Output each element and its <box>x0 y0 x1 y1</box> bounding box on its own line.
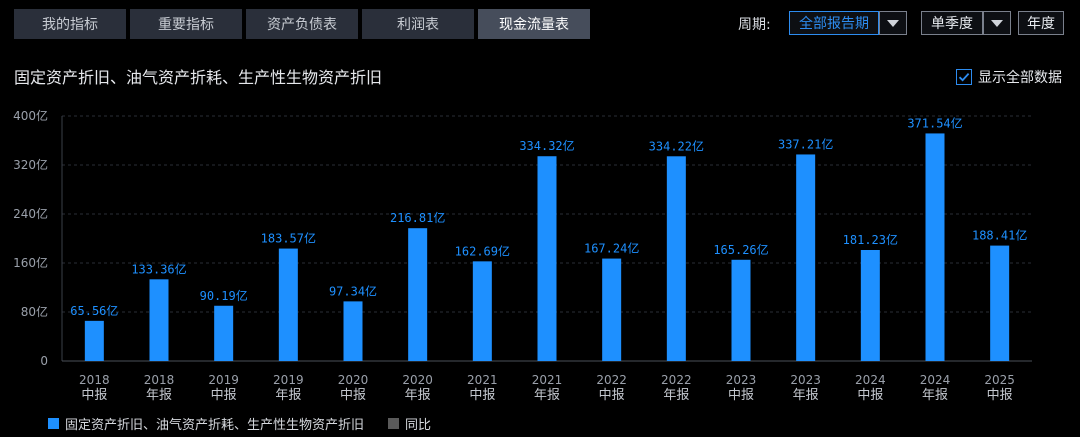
data-label: 183.57亿 <box>261 231 316 246</box>
y-tick-label: 320亿 <box>13 157 48 172</box>
y-tick-label: 80亿 <box>21 304 48 319</box>
x-tick-period: 年报 <box>405 388 431 403</box>
report-period-dropdown-button[interactable] <box>879 11 907 35</box>
x-tick-year: 2023 <box>790 373 821 387</box>
tab-1[interactable]: 重要指标 <box>130 9 242 39</box>
x-tick-period: 中报 <box>81 388 107 403</box>
y-tick-label: 0 <box>40 354 48 368</box>
x-tick-period: 年报 <box>793 388 819 403</box>
bar <box>343 301 363 361</box>
bar <box>602 258 622 361</box>
report-tabs: 我的指标 重要指标 资产负债表 利润表 现金流量表 <box>14 9 590 39</box>
bar <box>214 305 234 361</box>
legend-label: 同比 <box>405 418 432 433</box>
x-tick-period: 年报 <box>146 388 172 403</box>
bar <box>860 249 880 361</box>
x-tick-year: 2022 <box>661 373 692 387</box>
legend-swatch <box>388 418 400 429</box>
legend-item-0[interactable]: 固定资产折旧、油气资产折耗、生产性生物资产折旧 <box>48 414 364 433</box>
legend: 固定资产折旧、油气资产折耗、生产性生物资产折旧 同比 <box>48 414 455 433</box>
quarter-button[interactable]: 单季度 <box>921 11 983 35</box>
data-label: 165.26亿 <box>713 242 768 257</box>
tab-2[interactable]: 资产负债表 <box>246 9 358 39</box>
x-tick-period: 年报 <box>275 388 301 403</box>
data-label: 371.54亿 <box>907 115 962 130</box>
show-all-label: 显示全部数据 <box>978 70 1062 86</box>
y-tick-label: 160亿 <box>13 255 48 270</box>
x-tick-period: 中报 <box>728 388 754 403</box>
show-all-data-toggle[interactable]: 显示全部数据 <box>956 67 1062 87</box>
tab-3[interactable]: 利润表 <box>362 9 474 39</box>
x-tick-year: 2025 <box>984 373 1015 387</box>
x-tick-year: 2019 <box>208 373 239 387</box>
legend-swatch <box>48 418 59 429</box>
data-label: 181.23亿 <box>843 232 898 247</box>
x-tick-year: 2024 <box>855 373 886 387</box>
chevron-down-icon <box>887 19 899 27</box>
data-label: 162.69亿 <box>455 243 510 258</box>
bar <box>537 156 557 361</box>
x-tick-period: 年报 <box>534 388 560 403</box>
x-tick-period: 中报 <box>599 388 625 403</box>
x-tick-year: 2020 <box>402 373 433 387</box>
x-tick-year: 2021 <box>532 373 563 387</box>
year-button[interactable]: 年度 <box>1018 11 1064 35</box>
report-period-select[interactable]: 全部报告期 <box>789 11 879 35</box>
data-label: 167.24亿 <box>584 241 639 256</box>
show-all-checkbox[interactable] <box>956 69 972 85</box>
x-tick-period: 中报 <box>857 388 883 403</box>
bar <box>990 245 1010 361</box>
bar <box>925 133 945 361</box>
bar <box>796 154 816 361</box>
x-tick-year: 2018 <box>144 373 175 387</box>
data-label: 337.21亿 <box>778 136 833 151</box>
period-label: 周期: <box>738 17 771 33</box>
legend-item-1[interactable]: 同比 <box>388 414 431 433</box>
legend-label: 固定资产折旧、油气资产折耗、生产性生物资产折旧 <box>65 418 365 433</box>
x-tick-year: 2024 <box>920 373 951 387</box>
data-label: 97.34亿 <box>329 283 377 298</box>
bar <box>278 248 298 361</box>
x-tick-year: 2019 <box>273 373 304 387</box>
data-label: 90.19亿 <box>200 288 248 303</box>
chart-title: 固定资产折旧、油气资产折耗、生产性生物资产折旧 <box>14 68 383 87</box>
bar <box>84 320 104 361</box>
x-tick-year: 2022 <box>596 373 627 387</box>
y-tick-label: 400亿 <box>13 108 48 123</box>
data-label: 334.32亿 <box>519 138 574 153</box>
y-tick-label: 240亿 <box>13 206 48 221</box>
tab-0[interactable]: 我的指标 <box>14 9 126 39</box>
x-tick-period: 年报 <box>922 388 948 403</box>
data-label: 133.36亿 <box>131 261 186 276</box>
x-tick-year: 2021 <box>467 373 498 387</box>
bar <box>149 279 169 361</box>
x-tick-period: 年报 <box>663 388 689 403</box>
chevron-down-icon <box>991 19 1003 27</box>
data-label: 216.81亿 <box>390 210 445 225</box>
bar <box>408 228 428 361</box>
x-tick-year: 2018 <box>79 373 110 387</box>
bar <box>731 259 751 361</box>
data-label: 188.41亿 <box>972 228 1027 243</box>
x-tick-year: 2023 <box>726 373 757 387</box>
data-label: 65.56亿 <box>70 303 118 318</box>
tab-4[interactable]: 现金流量表 <box>478 9 590 39</box>
bar <box>666 156 686 361</box>
quarter-dropdown-button[interactable] <box>983 11 1011 35</box>
x-tick-period: 中报 <box>340 388 366 403</box>
x-tick-period: 中报 <box>211 388 237 403</box>
data-label: 334.22亿 <box>649 138 704 153</box>
x-tick-year: 2020 <box>338 373 369 387</box>
check-icon <box>958 72 970 82</box>
x-tick-period: 中报 <box>987 388 1013 403</box>
x-tick-period: 中报 <box>469 388 495 403</box>
bar <box>472 261 492 361</box>
